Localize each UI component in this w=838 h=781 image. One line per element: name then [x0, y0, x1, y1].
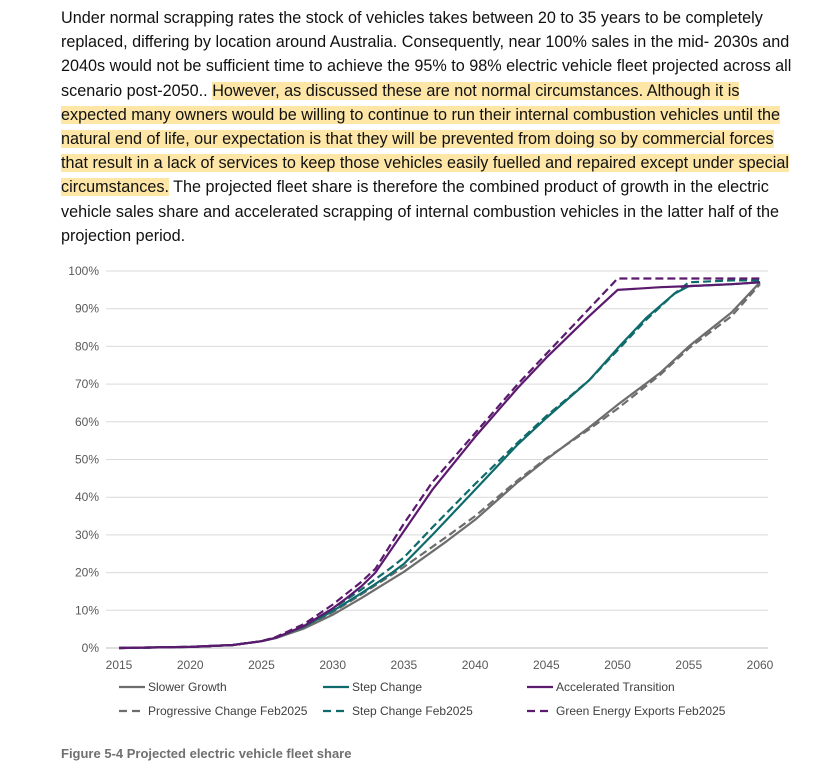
legend-label: Step Change — [352, 680, 422, 694]
chart-legend: Slower Growth Step Change Accelerated Tran… — [119, 680, 726, 718]
series-line — [118, 281, 761, 650]
series-line — [118, 283, 761, 650]
y-tick-label: 90% — [75, 302, 99, 316]
y-tick-label: 100% — [68, 264, 99, 278]
y-tick-label: 10% — [75, 603, 99, 617]
x-tick-label: 2035 — [391, 658, 418, 672]
paragraph-text-1: Under normal scrapping rates the stock o… — [61, 9, 792, 100]
body-paragraph: Under normal scrapping rates the stock o… — [61, 6, 801, 248]
y-tick-label: 80% — [75, 339, 99, 353]
y-tick-label: 30% — [75, 528, 99, 542]
legend-label: Accelerated Transition — [556, 680, 675, 694]
x-tick-label: 2015 — [106, 658, 133, 672]
y-tick-label: 60% — [75, 415, 99, 429]
paragraph-text-2: The projected fleet share is therefore t… — [61, 178, 780, 245]
x-tick-label: 2040 — [462, 658, 489, 672]
x-tick-label: 2055 — [675, 658, 702, 672]
fleet-share-chart: 0%10%20%30%40%50%60%70%80%90%100% 2015 20… — [68, 264, 774, 718]
x-tick-label: 2020 — [177, 658, 204, 672]
series-line — [118, 281, 761, 650]
x-tick-label: 2050 — [604, 658, 631, 672]
chart-series-lines — [118, 277, 761, 650]
y-axis-ticks: 0% 10% 20% 30% 40% 50% 60% 70% 80% 90% 100% — [68, 264, 99, 655]
y-tick-label: 40% — [75, 490, 99, 504]
x-tick-label: 2045 — [533, 658, 560, 672]
legend-label: Progressive Change Feb2025 — [148, 704, 308, 718]
figure-caption: Figure 5-4 Projected electric vehicle fl… — [61, 746, 352, 761]
x-tick-label: 2025 — [248, 658, 275, 672]
x-axis-ticks: 2015 2020 2025 2030 2035 2040 2045 2050 2055 2060 — [106, 658, 774, 672]
series-line — [118, 279, 760, 650]
legend-label: Slower Growth — [148, 680, 227, 694]
y-tick-label: 20% — [75, 566, 99, 580]
legend-label: Step Change Feb2025 — [352, 704, 473, 718]
x-tick-label: 2060 — [747, 658, 774, 672]
series-line — [118, 281, 761, 650]
y-tick-label: 70% — [75, 377, 99, 391]
chart-gridlines — [106, 270, 768, 649]
y-tick-label: 50% — [75, 453, 99, 467]
series-line — [118, 277, 760, 650]
y-tick-label: 0% — [82, 641, 100, 655]
x-tick-label: 2030 — [319, 658, 346, 672]
highlighted-text-1: However, as discussed these are not norm… — [212, 81, 647, 100]
legend-label: Green Energy Exports Feb2025 — [556, 704, 726, 718]
